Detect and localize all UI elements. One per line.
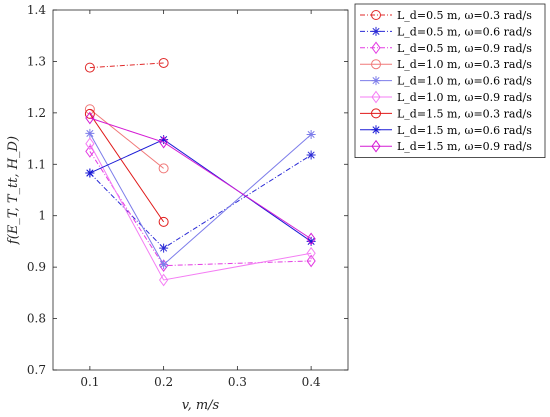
data-point [84, 104, 95, 115]
x-tick-label: 0.3 [228, 375, 247, 389]
legend-swatch-marker [371, 90, 381, 104]
legend-entry: L_d=1.0 m, ω=0.9 rad/s [360, 90, 532, 104]
series-8 [85, 135, 316, 246]
y-tick-label: 1.4 [27, 3, 46, 17]
data-point [84, 62, 95, 73]
legend-swatch-marker [371, 41, 381, 55]
legend-swatch-marker [371, 76, 381, 86]
data-point [85, 128, 95, 138]
y-tick-label: 0.7 [27, 363, 46, 377]
legend-swatch-marker [371, 10, 381, 20]
data-point [159, 260, 169, 270]
series-4 [84, 104, 169, 174]
x-tick-label: 0.1 [80, 375, 99, 389]
data-point [159, 243, 169, 253]
data-point [306, 246, 316, 260]
plot-area [52, 9, 349, 371]
data-point [159, 259, 169, 272]
data-point [158, 163, 169, 174]
legend-entry: L_d=1.5 m, ω=0.9 rad/s [360, 139, 532, 153]
y-tick-label: 1.1 [27, 157, 46, 171]
series-group [84, 57, 316, 287]
data-point [158, 216, 169, 227]
legend-label: L_d=1.5 m, ω=0.9 rad/s [397, 140, 532, 153]
legend-swatch-marker [371, 108, 381, 119]
y-tick-label: 1.2 [27, 106, 46, 120]
data-point [306, 232, 316, 246]
data-point [159, 135, 169, 145]
legend: L_d=0.5 m, ω=0.3 rad/s L_d=0.5 m, ω=0.6 r… [354, 3, 546, 159]
data-point [159, 273, 169, 287]
data-point [306, 129, 316, 139]
y-axis-label: f(E_T, T_tt, H_D) [6, 136, 21, 245]
legend-swatch-marker [371, 139, 381, 153]
series-line [89, 108, 164, 169]
x-axis-label: v, m/s [182, 398, 220, 413]
y-tick-label: 0.9 [27, 260, 46, 274]
legend-label: L_d=1.5 m, ω=0.6 rad/s [397, 124, 532, 137]
legend-label: L_d=1.5 m, ω=0.3 rad/s [397, 107, 532, 120]
data-point [85, 137, 95, 151]
series-6 [85, 137, 316, 287]
legend-swatch-marker [371, 125, 381, 135]
legend-entry: L_d=1.5 m, ω=0.6 rad/s [360, 124, 532, 137]
legend-entry: L_d=1.5 m, ω=0.3 rad/s [360, 107, 532, 120]
data-point [85, 168, 95, 178]
data-point [159, 135, 169, 149]
legend-label: L_d=0.5 m, ω=0.3 rad/s [397, 9, 532, 22]
legend-label: L_d=0.5 m, ω=0.6 rad/s [397, 25, 532, 38]
legend-entry: L_d=0.5 m, ω=0.6 rad/s [360, 25, 532, 38]
data-point [306, 150, 316, 160]
series-line [89, 143, 312, 281]
legend-swatch-marker [371, 59, 381, 70]
x-tick-label: 0.4 [302, 375, 321, 389]
series-9 [85, 111, 316, 246]
y-tick-label: 0.8 [27, 312, 46, 326]
data-point [306, 254, 316, 268]
legend-entry: L_d=1.0 m, ω=0.6 rad/s [360, 75, 532, 88]
legend-label: L_d=0.5 m, ω=0.9 rad/s [397, 42, 532, 55]
y-tick-label: 1.3 [27, 54, 46, 68]
axis-ticks: 0.1 0.2 0.3 0.4 0.7 0.8 0.9 1 1.1 1.2 1.3 1.4 [27, 3, 348, 389]
series-5 [85, 128, 316, 270]
x-tick-label: 0.2 [154, 375, 173, 389]
series-1 [84, 57, 169, 73]
series-line [89, 154, 312, 249]
legend-entry: L_d=0.5 m, ω=0.3 rad/s [360, 9, 532, 22]
y-tick-label: 1 [38, 209, 46, 223]
legend-entry: L_d=0.5 m, ω=0.9 rad/s [360, 41, 532, 55]
data-point [158, 57, 169, 68]
series-line [89, 62, 164, 69]
series-line [89, 113, 165, 223]
legend-label: L_d=1.0 m, ω=0.6 rad/s [397, 75, 532, 88]
legend-entry: L_d=1.0 m, ω=0.3 rad/s [360, 58, 532, 71]
series-line [89, 117, 312, 240]
data-point [85, 111, 95, 125]
legend-label: L_d=1.0 m, ω=0.9 rad/s [397, 91, 532, 104]
legend-label: L_d=1.0 m, ω=0.3 rad/s [397, 58, 532, 71]
data-point [306, 236, 316, 246]
legend-swatch-marker [371, 26, 381, 36]
